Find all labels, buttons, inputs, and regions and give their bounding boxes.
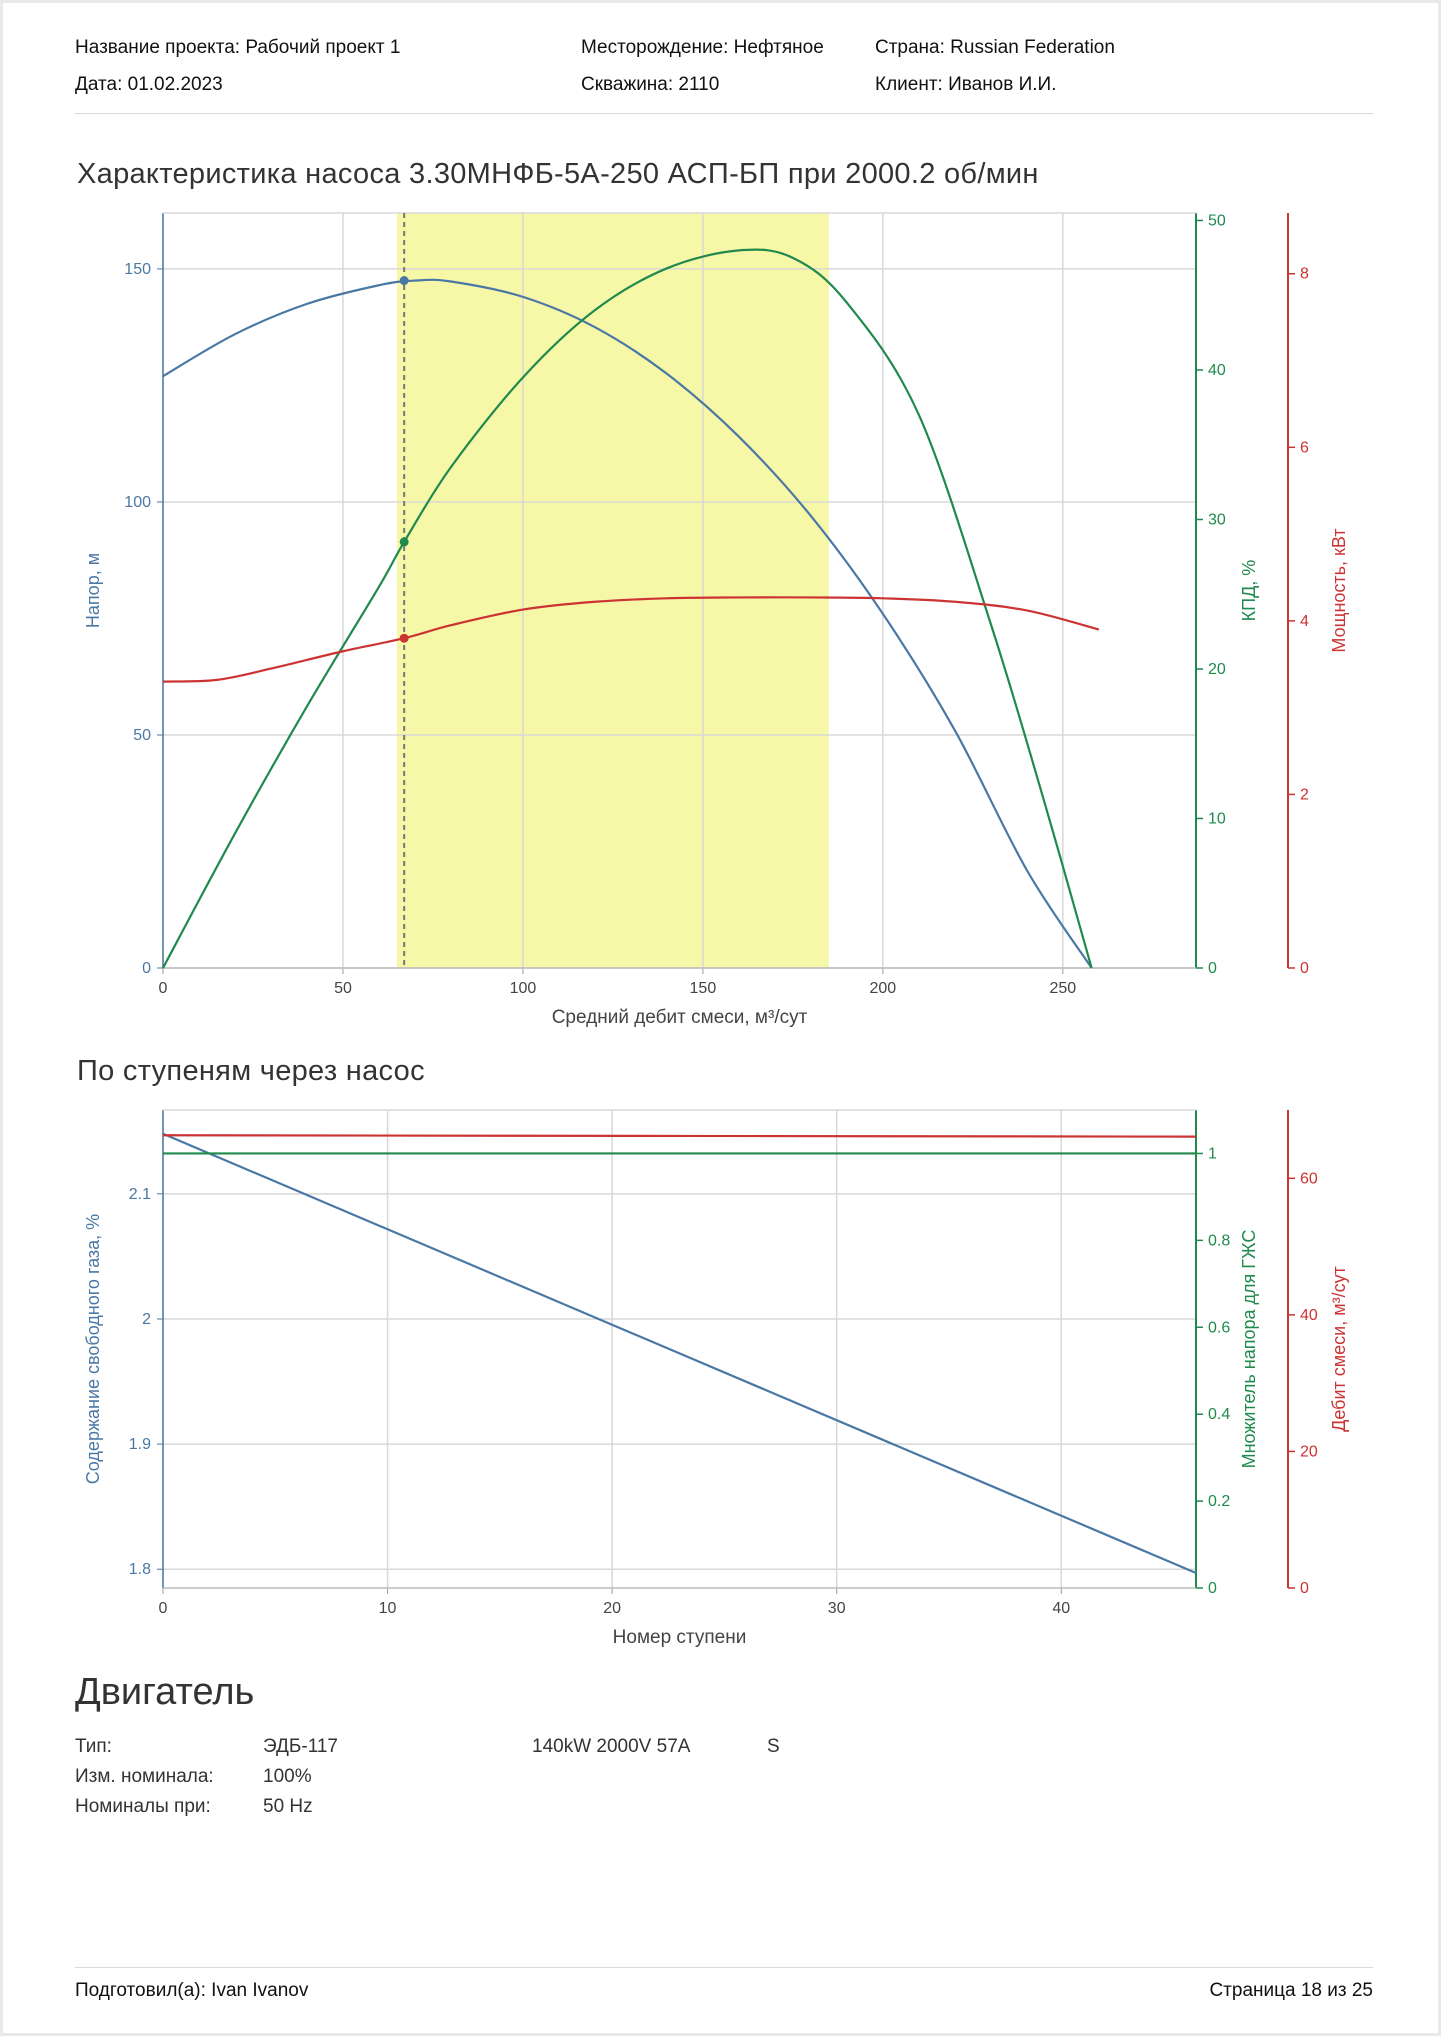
project-name: Название проекта: Рабочий проект 1 [75, 37, 401, 58]
x-tick-label: 20 [603, 1600, 621, 1617]
x-tick-label: 0 [159, 1600, 168, 1617]
right-axis-tick-label: 0 [1208, 1580, 1217, 1597]
right-axis-tick-label: 0 [1300, 1580, 1309, 1597]
motor-type-spec: 140kW 2000V 57A [532, 1736, 691, 1757]
x-axis-title: Номер ступени [613, 1627, 747, 1648]
left-axis-tick-label: 1.8 [129, 1561, 151, 1578]
pump-chart-title: Характеристика насоса 3.30МНФБ-5А-250 АС… [77, 158, 1039, 190]
x-tick-label: 200 [870, 980, 897, 997]
x-tick-label: 10 [379, 1600, 397, 1617]
left-axis-tick-label: 100 [124, 494, 151, 511]
motor-type-value: ЭДБ-117 [263, 1736, 338, 1757]
report-date: Дата: 01.02.2023 [75, 74, 223, 95]
right-axis-tick-label: 20 [1300, 1443, 1318, 1460]
free-gas-line [162, 1132, 1197, 1574]
report-page: Название проекта: Рабочий проект 1 Дата:… [3, 3, 1438, 2033]
motor-section-title: Двигатель [75, 1671, 255, 1713]
x-tick-label: 50 [334, 980, 352, 997]
right-axis-tick-label: 40 [1300, 1307, 1318, 1324]
power-curve [162, 596, 1100, 683]
right-axis-tick-label: 0.2 [1208, 1493, 1230, 1510]
right-axis-tick-label: 6 [1300, 439, 1309, 456]
operating-point-efficiency [399, 537, 409, 547]
motor-type-extra: S [767, 1736, 780, 1757]
right-axis-tick-label: 0.4 [1208, 1406, 1230, 1423]
left-axis-tick-label: 150 [124, 261, 151, 278]
client-name: Клиент: Иванов И.И. [875, 74, 1057, 95]
operating-point-power [399, 633, 409, 643]
mixture-rate-line [162, 1134, 1197, 1138]
efficiency-curve [162, 248, 1093, 969]
motor-freq-value: 50 Hz [263, 1796, 313, 1817]
left-axis-title: Содержание свободного газа, % [83, 1214, 103, 1484]
left-axis-tick-label: 0 [142, 960, 151, 977]
page-number: Страница 18 из 25 [1209, 1980, 1373, 2001]
x-tick-label: 30 [828, 1600, 846, 1617]
x-tick-label: 40 [1052, 1600, 1070, 1617]
left-axis-tick-label: 1.9 [129, 1436, 151, 1453]
left-axis-tick-label: 50 [133, 727, 151, 744]
right-axis-tick-label: 1 [1208, 1145, 1217, 1162]
motor-nominal-value: 100% [263, 1766, 312, 1787]
header-divider [75, 113, 1373, 114]
right-axis-title: КПД, % [1239, 560, 1259, 622]
operating-point-head [399, 276, 409, 286]
left-axis-tick-label: 2.1 [129, 1186, 151, 1203]
right-axis-tick-label: 2 [1300, 786, 1309, 803]
x-tick-label: 250 [1049, 980, 1076, 997]
country-name: Страна: Russian Federation [875, 37, 1115, 58]
x-tick-label: 0 [159, 980, 168, 997]
right-axis-tick-label: 10 [1208, 810, 1226, 827]
head-curve [162, 278, 1093, 969]
motor-type-label: Тип: [75, 1736, 112, 1757]
stages-chart-title: По ступеням через насос [77, 1055, 425, 1087]
right-axis-title: Множитель напора для ГЖС [1239, 1230, 1259, 1469]
right-axis-tick-label: 0 [1208, 960, 1217, 977]
operating-range-band [396, 213, 829, 968]
footer-divider [75, 1967, 1373, 1968]
motor-freq-label: Номиналы при: [75, 1796, 211, 1817]
left-axis-tick-label: 2 [142, 1311, 151, 1328]
well-number: Скважина: 2110 [581, 74, 720, 95]
outer-right-axis-title: Мощность, кВт [1329, 528, 1349, 652]
left-axis-title: Напор, м [83, 553, 103, 628]
field-name: Месторождение: Нефтяное [581, 37, 824, 58]
right-axis-tick-label: 0.8 [1208, 1232, 1230, 1249]
x-tick-label: 100 [510, 980, 537, 997]
right-axis-tick-label: 0 [1300, 960, 1309, 977]
right-axis-tick-label: 4 [1300, 613, 1309, 630]
prepared-by: Подготовил(а): Ivan Ivanov [75, 1980, 309, 2001]
motor-nominal-label: Изм. номинала: [75, 1766, 214, 1787]
right-axis-tick-label: 0.6 [1208, 1319, 1230, 1336]
outer-right-axis-title: Дебит смеси, м³/сут [1329, 1266, 1349, 1432]
x-axis-title: Средний дебит смеси, м³/сут [552, 1007, 808, 1028]
right-axis-tick-label: 60 [1300, 1170, 1318, 1187]
right-axis-tick-label: 8 [1300, 266, 1309, 283]
right-axis-tick-label: 40 [1208, 362, 1226, 379]
right-axis-tick-label: 30 [1208, 511, 1226, 528]
right-axis-tick-label: 50 [1208, 212, 1226, 229]
right-axis-tick-label: 20 [1208, 661, 1226, 678]
x-tick-label: 150 [690, 980, 717, 997]
